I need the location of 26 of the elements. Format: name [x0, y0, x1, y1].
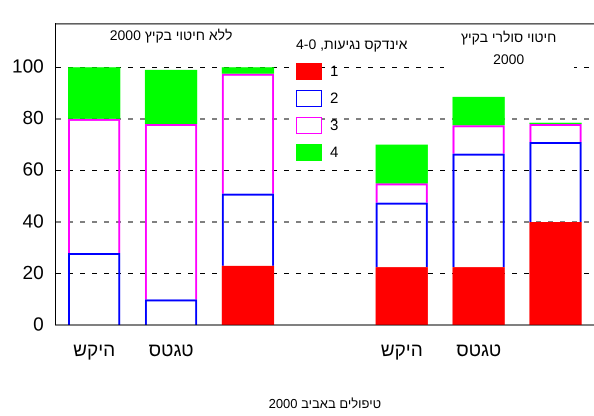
bar [68, 67, 120, 119]
bar [222, 266, 274, 325]
x-tick-label: היקש [73, 340, 116, 361]
y-tick-label: 60 [22, 160, 44, 181]
y-tick-label: 80 [22, 108, 44, 130]
y-tick-label: 100 [12, 56, 44, 78]
y-tick-label: 0 [33, 314, 44, 336]
bar [144, 70, 198, 124]
annotation: ללא חיטוי בקיץ 2000 [108, 26, 234, 45]
legend-title: אינדקס נגיעות, 4-0 [296, 36, 408, 52]
y-tick-label: 20 [22, 262, 44, 284]
legend-label: 3 [330, 117, 338, 134]
x-axis-title: טיפולים באביב 2000 [268, 396, 382, 411]
y-tick-label: 40 [22, 211, 44, 232]
bar [452, 96, 505, 126]
bar [222, 67, 274, 74]
bar [376, 267, 428, 325]
x-tick-label: טגטס [148, 340, 194, 361]
legend-label: 2 [330, 90, 338, 107]
x-tick-label: היקש [380, 340, 423, 361]
legend-label: 4 [330, 144, 338, 161]
bar [376, 144, 428, 184]
x-tick-label: טגטס [456, 340, 502, 361]
bar [529, 222, 582, 325]
bar [452, 267, 505, 325]
annotation: חיטוי סולרי בקיץ 2000 [444, 26, 574, 70]
